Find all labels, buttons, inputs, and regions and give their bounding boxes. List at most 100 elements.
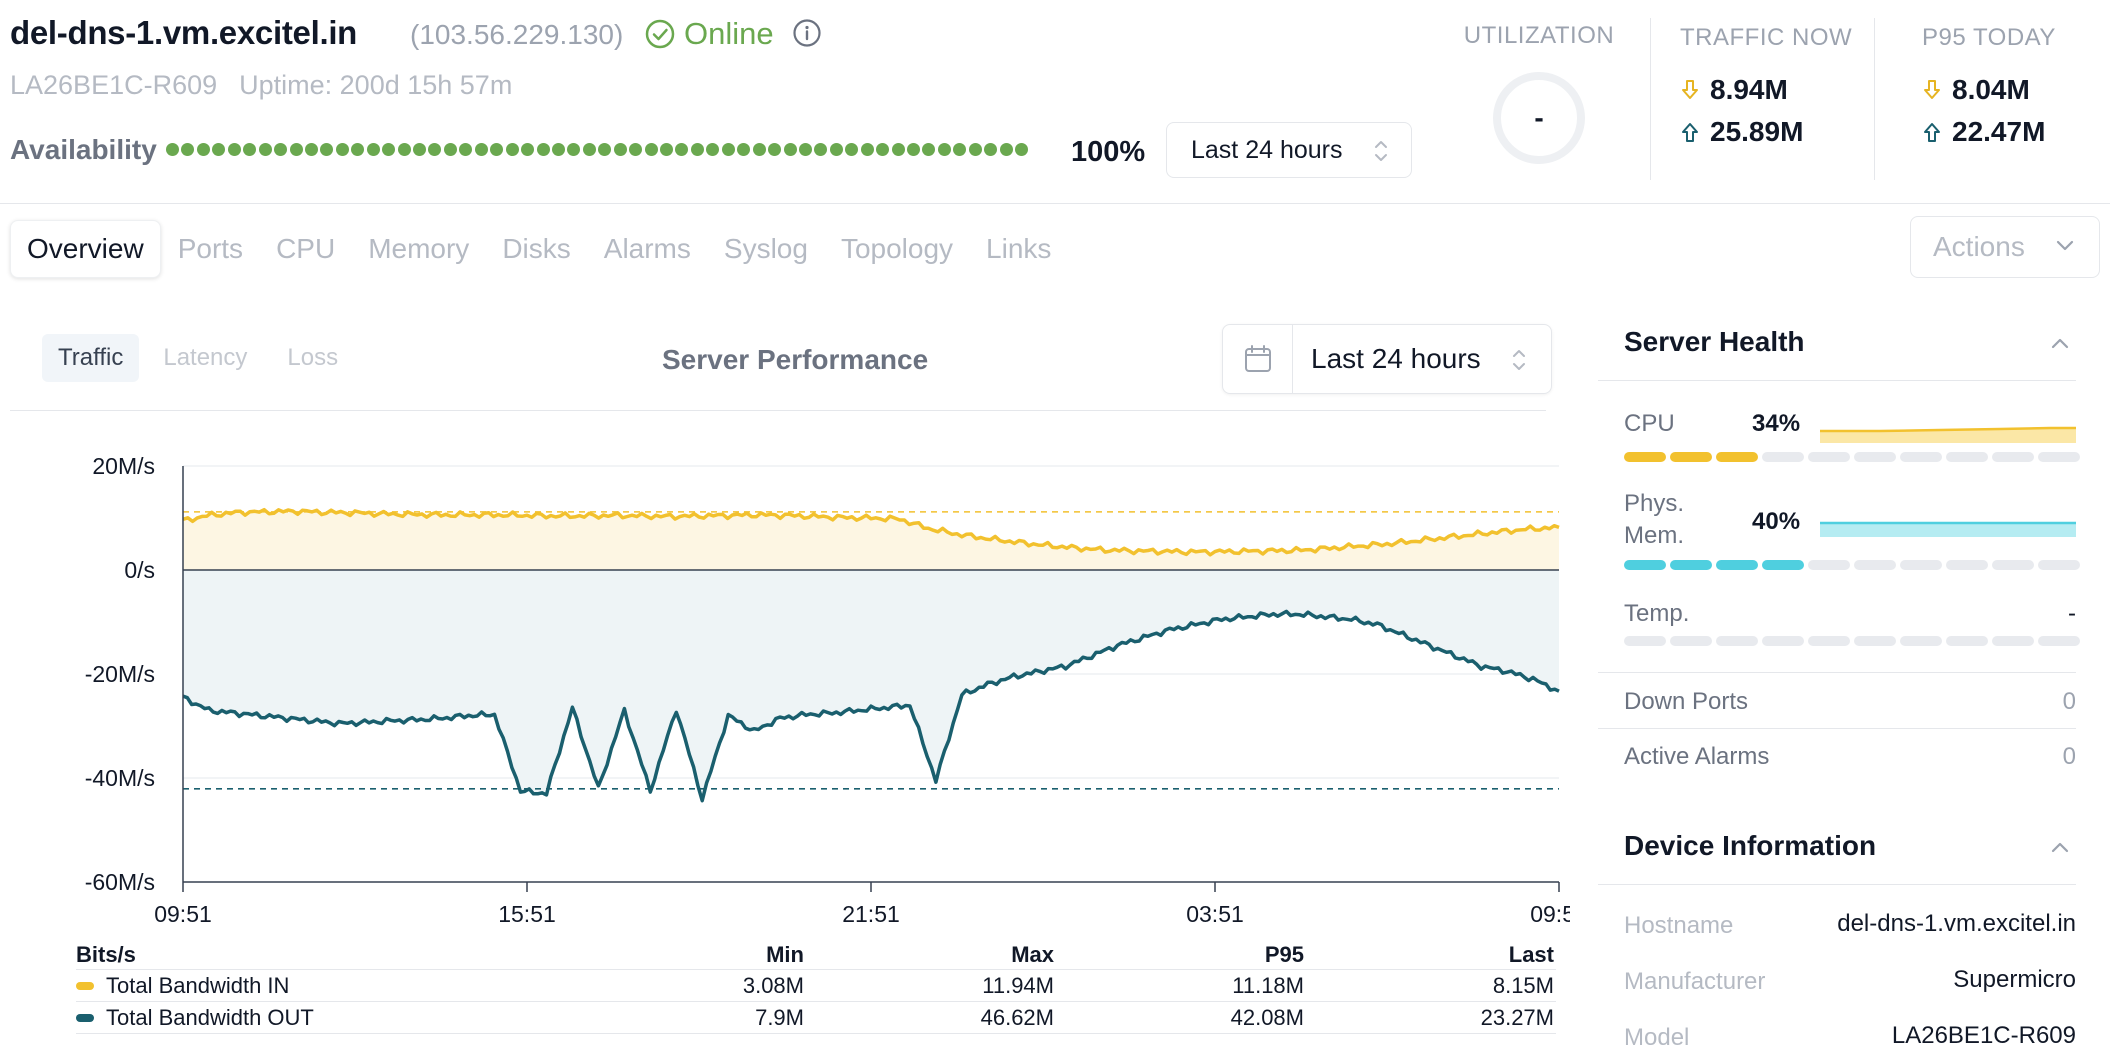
- availability-dot: [1015, 143, 1029, 156]
- traffic-out-area: [183, 570, 1559, 801]
- level-segment: [1854, 560, 1896, 570]
- traffic-now-widget: TRAFFIC NOW 8.94M 25.89M: [1680, 24, 1852, 148]
- availability-dot: [351, 143, 365, 156]
- p95-today-up: 22.47M: [1952, 116, 2046, 147]
- manufacturer-label: Manufacturer: [1624, 968, 1766, 995]
- availability-dot: [829, 143, 843, 156]
- model-value: LA26BE1C-R609: [1891, 1022, 2076, 1049]
- level-segment: [1808, 452, 1850, 462]
- traffic-in-line: [182, 507, 1560, 557]
- tab-alarms[interactable]: Alarms: [603, 233, 691, 264]
- level-segment: [1992, 636, 2034, 646]
- stat-divider: [1650, 18, 1651, 180]
- availability-dot: [845, 143, 859, 156]
- availability-dot: [876, 143, 890, 156]
- device-header: del-dns-1.vm.excitel.in (103.56.229.130)…: [0, 0, 2110, 204]
- availability-dot: [783, 143, 797, 156]
- chart-range-label: Last 24 hours: [1311, 343, 1481, 374]
- availability-dot: [289, 143, 303, 156]
- availability-dot: [860, 143, 874, 156]
- traffic-now-up: 25.89M: [1710, 116, 1804, 147]
- legend-name-in: Total Bandwidth IN: [106, 972, 290, 998]
- model-label: Model: [1624, 1024, 1690, 1051]
- utilization-widget: UTILIZATION -: [1438, 22, 1640, 164]
- header-range-select[interactable]: Last 24 hours: [1166, 122, 1412, 178]
- level-segment: [1946, 560, 1988, 570]
- availability-dot: [675, 143, 689, 156]
- availability-dot: [181, 143, 195, 156]
- level-segment: [1854, 636, 1896, 646]
- availability-dot: [613, 143, 627, 156]
- legend-swatch-in: [76, 981, 94, 990]
- legend-out-last: 23.27M: [1480, 1004, 1554, 1030]
- actions-button[interactable]: Actions: [1910, 216, 2100, 278]
- memory-sparkline: [1820, 521, 2076, 537]
- tab-topology[interactable]: Topology: [840, 233, 954, 264]
- chevron-up-icon[interactable]: [2050, 336, 2070, 350]
- level-segment: [1992, 560, 2034, 570]
- level-segment: [1854, 452, 1896, 462]
- calendar-icon: [1244, 345, 1271, 372]
- legend-out-p95: 42.08M: [1230, 1004, 1304, 1030]
- availability-dot: [551, 143, 565, 156]
- chevron-up-icon[interactable]: [2050, 840, 2070, 854]
- y-tick-label: -20M/s: [85, 661, 155, 687]
- tab-links[interactable]: Links: [986, 233, 1052, 264]
- level-segment: [1624, 452, 1666, 462]
- legend-row-out[interactable]: Total Bandwidth OUT 7.9M 46.62M 42.08M 2…: [76, 1002, 1556, 1034]
- level-segment: [2038, 560, 2080, 570]
- down-ports-label: Down Ports: [1624, 688, 1749, 715]
- level-segment: [1624, 560, 1666, 570]
- tab-disks[interactable]: Disks: [502, 233, 571, 264]
- legend-col-min: Min: [766, 941, 804, 967]
- availability-dot: [521, 143, 535, 156]
- tab-ports[interactable]: Ports: [177, 233, 244, 264]
- device-subline: LA26BE1C-R609 Uptime: 200d 15h 57m: [10, 70, 512, 101]
- updown-chevron-icon: [1375, 141, 1387, 161]
- availability-dot: [937, 143, 951, 156]
- availability-dot: [320, 143, 334, 156]
- level-segment: [1762, 452, 1804, 462]
- tab-overview[interactable]: Overview: [10, 220, 161, 278]
- info-icon[interactable]: [792, 18, 822, 48]
- legend-row-in[interactable]: Total Bandwidth IN 3.08M 11.94M 11.18M 8…: [76, 970, 1556, 1002]
- y-tick-label: 20M/s: [92, 453, 155, 479]
- availability-dot: [752, 143, 766, 156]
- level-segment: [2038, 636, 2080, 646]
- y-tick-label: -40M/s: [85, 765, 155, 791]
- legend-in-last: 8.15M: [1492, 972, 1554, 998]
- x-tick-label: 09:51: [1530, 901, 1570, 927]
- traffic-now-down: 8.94M: [1710, 74, 1788, 105]
- tab-syslog[interactable]: Syslog: [723, 233, 808, 264]
- availability-dot: [258, 143, 272, 156]
- availability-dot: [227, 143, 241, 156]
- chart-range-select[interactable]: Last 24 hours: [1222, 324, 1552, 394]
- level-segment: [2038, 452, 2080, 462]
- arrow-up-icon: [1682, 123, 1698, 142]
- tab-memory[interactable]: Memory: [368, 233, 470, 264]
- calendar-button[interactable]: [1223, 325, 1293, 393]
- tab-cpu[interactable]: CPU: [276, 233, 336, 264]
- availability-label: Availability: [10, 134, 157, 165]
- availability-dot: [443, 143, 457, 156]
- down-ports-value: 0: [2062, 688, 2076, 715]
- availability-dot: [922, 143, 936, 156]
- traffic-out-line: [182, 609, 1560, 803]
- check-circle-icon: [645, 19, 675, 49]
- chart-title: Server Performance: [662, 344, 929, 375]
- level-segment: [1716, 636, 1758, 646]
- actions-label: Actions: [1933, 231, 2025, 262]
- device-hostname: del-dns-1.vm.excitel.in: [10, 14, 358, 51]
- legend-swatch-out: [76, 1013, 94, 1022]
- availability-dot: [459, 143, 473, 156]
- arrow-down-icon: [1924, 80, 1940, 99]
- cpu-sparkline: [1820, 426, 2076, 443]
- x-tick-label: 15:51: [498, 901, 556, 927]
- subtab-latency[interactable]: Latency: [163, 344, 248, 371]
- subtab-loss[interactable]: Loss: [287, 344, 339, 371]
- availability-dot: [413, 143, 426, 156]
- level-segment: [1716, 560, 1758, 570]
- availability-dot: [644, 143, 658, 156]
- device-uptime: Uptime: 200d 15h 57m: [239, 70, 513, 100]
- subtab-traffic[interactable]: Traffic: [42, 334, 140, 382]
